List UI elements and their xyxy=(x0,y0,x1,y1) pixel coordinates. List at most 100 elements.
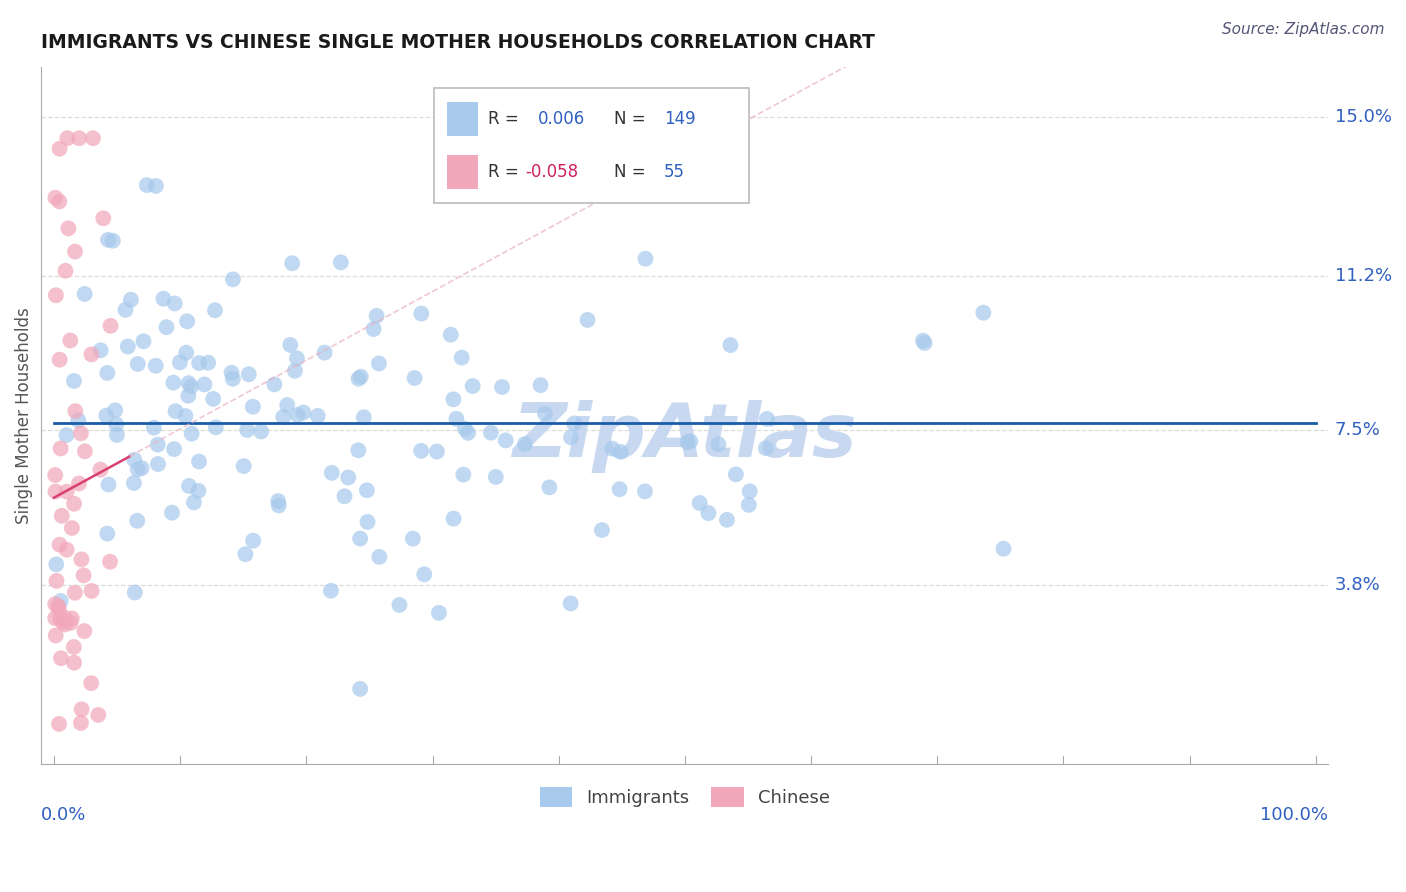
Point xyxy=(53,611,76,625)
Point xyxy=(60,521,83,535)
Point xyxy=(204,303,226,318)
Point xyxy=(145,178,167,193)
Point xyxy=(562,417,585,431)
Point xyxy=(404,371,426,385)
Text: 3.8%: 3.8% xyxy=(1334,576,1381,594)
Point xyxy=(44,468,66,483)
Point xyxy=(49,594,72,608)
Point xyxy=(100,318,122,333)
Point xyxy=(63,374,86,388)
Point xyxy=(353,410,375,425)
Point xyxy=(188,454,211,468)
Point xyxy=(127,357,149,371)
Point xyxy=(755,412,778,426)
Point xyxy=(718,338,741,352)
Point xyxy=(238,368,260,382)
Point xyxy=(101,234,124,248)
Point xyxy=(441,392,464,407)
Point xyxy=(177,479,200,493)
Point xyxy=(591,523,613,537)
Point xyxy=(337,470,360,484)
Point xyxy=(676,435,699,450)
Point xyxy=(440,327,463,342)
Point xyxy=(411,443,433,458)
Point xyxy=(347,372,370,386)
Point xyxy=(350,369,373,384)
Text: Source: ZipAtlas.com: Source: ZipAtlas.com xyxy=(1222,22,1385,37)
Point xyxy=(174,409,197,423)
Point xyxy=(284,364,307,378)
Point xyxy=(89,462,111,476)
Point xyxy=(96,526,118,541)
Point xyxy=(97,477,120,491)
Point xyxy=(495,434,517,448)
Point xyxy=(177,389,200,403)
Point xyxy=(724,467,747,482)
Point xyxy=(534,407,557,421)
Point xyxy=(44,484,66,499)
Point xyxy=(127,514,149,528)
Point xyxy=(91,211,114,226)
Point xyxy=(307,409,329,423)
Point xyxy=(155,320,177,334)
Point xyxy=(491,380,513,394)
Point xyxy=(67,413,90,427)
Point xyxy=(232,459,254,474)
Point xyxy=(73,287,96,301)
Point xyxy=(329,255,352,269)
Point xyxy=(48,602,70,616)
Point xyxy=(738,498,761,512)
Point xyxy=(60,611,83,625)
Point xyxy=(53,617,76,632)
Point xyxy=(204,420,226,434)
Point xyxy=(49,442,72,456)
Point xyxy=(368,549,391,564)
Point xyxy=(221,366,243,380)
Point xyxy=(454,422,477,436)
Point xyxy=(120,293,142,307)
Point xyxy=(738,484,761,499)
Point xyxy=(114,302,136,317)
Point xyxy=(197,356,219,370)
Point xyxy=(180,426,202,441)
Point xyxy=(411,307,433,321)
Point xyxy=(972,306,994,320)
Point xyxy=(48,142,70,156)
Point xyxy=(193,377,215,392)
Point xyxy=(363,322,385,336)
Point xyxy=(65,404,87,418)
Point xyxy=(67,476,90,491)
Point xyxy=(314,345,336,359)
Text: IMMIGRANTS VS CHINESE SINGLE MOTHER HOUSEHOLDS CORRELATION CHART: IMMIGRANTS VS CHINESE SINGLE MOTHER HOUS… xyxy=(41,33,875,52)
Point xyxy=(576,313,599,327)
Text: 7.5%: 7.5% xyxy=(1334,421,1381,440)
Text: 0.0%: 0.0% xyxy=(41,806,87,824)
Point xyxy=(461,379,484,393)
Point xyxy=(80,347,103,361)
Text: ZipAtlas: ZipAtlas xyxy=(513,401,858,473)
Legend: Immigrants, Chinese: Immigrants, Chinese xyxy=(533,780,838,814)
Point xyxy=(49,612,72,626)
Point xyxy=(271,409,294,424)
Point xyxy=(697,506,720,520)
Point xyxy=(174,345,197,359)
Point xyxy=(529,378,551,392)
Point xyxy=(689,496,711,510)
Point xyxy=(163,296,186,310)
Point xyxy=(70,702,93,716)
Point xyxy=(127,462,149,476)
Point xyxy=(96,366,118,380)
Point xyxy=(96,409,118,423)
Point xyxy=(146,437,169,451)
Point xyxy=(44,611,66,625)
Point xyxy=(124,453,146,467)
Text: 15.0%: 15.0% xyxy=(1334,108,1392,127)
Point xyxy=(366,309,388,323)
Point xyxy=(388,598,411,612)
Point xyxy=(63,585,86,599)
Point xyxy=(485,470,508,484)
Point xyxy=(73,444,96,458)
Point xyxy=(146,457,169,471)
Point xyxy=(97,233,120,247)
Point xyxy=(180,379,202,393)
